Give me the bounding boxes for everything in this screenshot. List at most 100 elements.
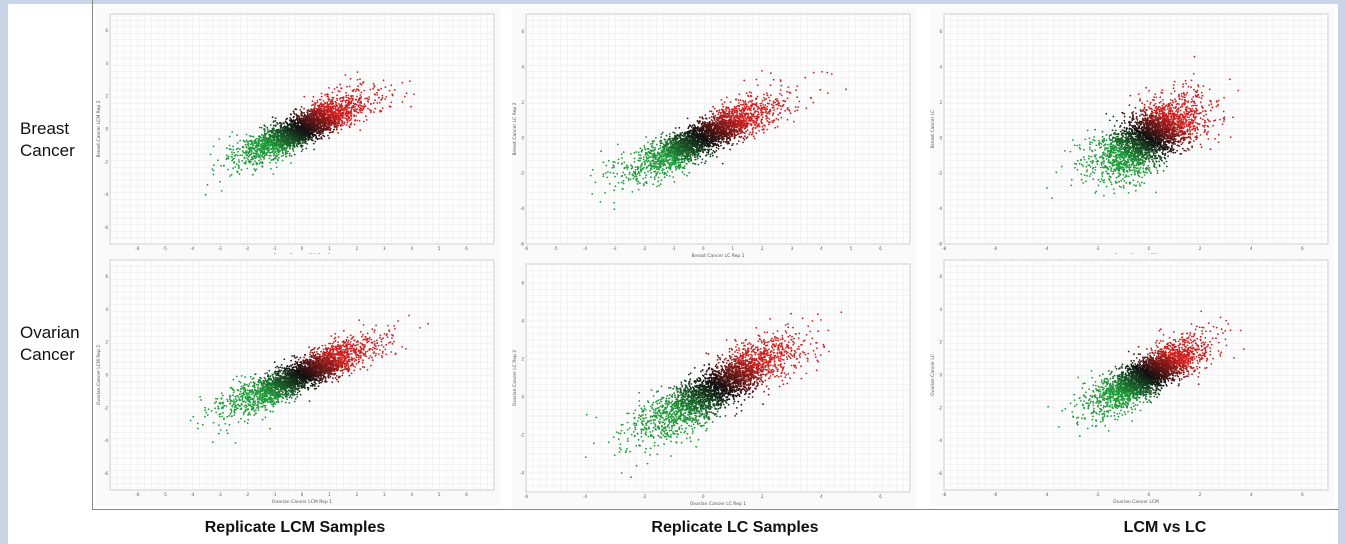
data-point (310, 138, 313, 141)
data-point (319, 137, 321, 140)
data-point (317, 110, 320, 113)
data-point (320, 112, 323, 115)
data-point (332, 96, 335, 99)
data-point (218, 138, 221, 140)
data-point (744, 100, 747, 103)
data-point (236, 142, 239, 144)
data-point (637, 159, 639, 162)
data-point (304, 133, 306, 136)
data-point (243, 157, 246, 160)
data-point (267, 138, 270, 140)
data-point (363, 103, 366, 106)
data-point (305, 133, 308, 136)
data-point (364, 105, 367, 108)
data-point (316, 138, 319, 141)
data-point (247, 152, 250, 155)
data-point (339, 90, 341, 93)
data-point (657, 176, 660, 179)
data-point (263, 130, 266, 133)
data-point (282, 154, 285, 157)
data-point (306, 120, 309, 123)
data-point (303, 124, 306, 126)
data-point (298, 121, 301, 123)
data-point (749, 119, 751, 122)
data-point (726, 96, 728, 99)
data-point (289, 131, 291, 133)
data-point (337, 124, 339, 127)
data-point (273, 135, 276, 137)
data-point (274, 154, 276, 157)
data-point (643, 171, 646, 174)
data-point (344, 117, 347, 119)
data-point (368, 96, 370, 98)
data-point (340, 113, 342, 116)
data-point (302, 133, 305, 136)
data-point (360, 111, 363, 114)
data-point (311, 112, 313, 115)
data-point (639, 154, 642, 157)
data-point (256, 145, 259, 148)
data-point (271, 136, 274, 139)
data-point (339, 106, 342, 108)
data-point (320, 121, 323, 124)
data-point (692, 162, 694, 165)
data-point (302, 134, 305, 137)
data-point (283, 135, 286, 138)
data-point (261, 165, 264, 168)
data-point (711, 154, 714, 157)
data-point (321, 103, 323, 106)
data-point (247, 160, 250, 163)
data-point (680, 165, 682, 168)
data-point (758, 130, 760, 132)
data-point (274, 117, 277, 119)
data-point (707, 151, 710, 154)
data-point (365, 119, 368, 121)
data-point (308, 116, 311, 119)
data-point (314, 120, 317, 123)
data-point (261, 154, 263, 157)
data-point (261, 147, 264, 150)
data-point (746, 129, 749, 131)
data-point (263, 158, 265, 160)
data-point (302, 131, 305, 134)
data-point (289, 145, 291, 148)
data-point (330, 124, 333, 127)
data-point (301, 145, 304, 147)
data-point (233, 151, 236, 154)
data-point (354, 109, 357, 112)
data-point (290, 126, 293, 129)
data-point (288, 147, 291, 150)
data-point (616, 143, 619, 146)
data-point (266, 151, 268, 154)
data-point (295, 131, 298, 134)
x-tick-label: -2 (245, 246, 249, 251)
data-point (355, 99, 357, 101)
data-point (295, 113, 298, 116)
x-axis-title: Breast Cancer LC Rep 1 (691, 253, 744, 259)
data-point (779, 92, 781, 95)
y-axis-title: Breast Cancer LCM Rep 2 (96, 100, 102, 157)
data-point (320, 95, 323, 98)
data-point (711, 145, 714, 148)
data-point (301, 148, 304, 151)
data-point (303, 120, 305, 122)
data-point (796, 109, 799, 112)
data-point (775, 117, 778, 120)
data-point (264, 147, 266, 149)
data-point (376, 94, 379, 96)
data-point (310, 136, 312, 139)
data-point (287, 133, 289, 135)
data-point (717, 113, 720, 116)
data-point (319, 107, 321, 110)
data-point (355, 103, 358, 106)
data-point (372, 111, 375, 113)
data-point (707, 153, 710, 155)
data-point (276, 147, 279, 150)
data-point (359, 78, 361, 80)
data-point (410, 105, 412, 108)
data-point (255, 161, 258, 164)
data-point (393, 89, 396, 91)
data-point (326, 101, 329, 104)
figure-frame (92, 0, 1339, 510)
data-point (722, 140, 725, 143)
